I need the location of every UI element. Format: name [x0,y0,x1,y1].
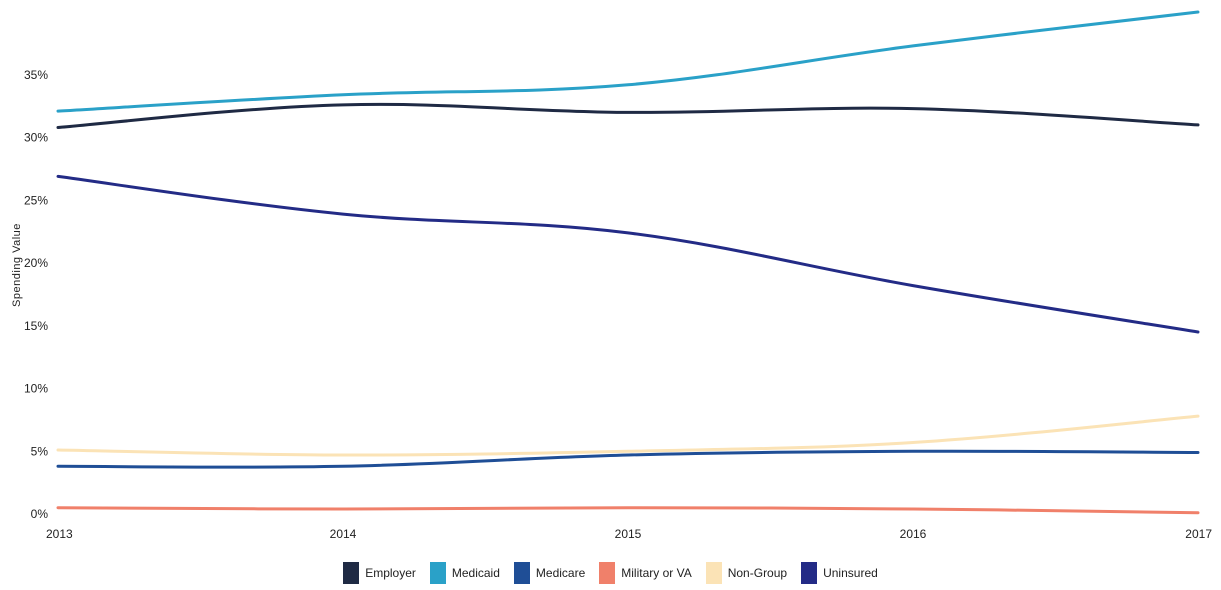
y-tick-label: 35% [24,68,48,82]
legend-label: Military or VA [621,566,692,580]
series-line-employer [56,102,1200,129]
legend-item: Medicaid [429,562,500,584]
y-tick-label: 5% [31,444,49,458]
series-line-non-group [56,414,1200,457]
legend-label: Medicaid [451,566,500,580]
x-tick-label: 2013 [46,527,73,541]
y-tick-label: 30% [24,131,48,145]
y-tick-label: 10% [24,382,48,396]
legend-label: Medicare [535,566,586,580]
y-tick-label: 20% [24,256,48,270]
legend-item: Uninsured [801,562,878,584]
legend-swatch [801,562,818,584]
legend-label: Non-Group [727,566,788,580]
legend-item: Military or VA [599,562,692,584]
y-tick-label: 0% [31,507,49,521]
x-tick-label: 2015 [615,527,642,541]
legend-swatch [705,562,722,584]
legend-label: Employer [365,566,416,580]
y-axis-title: Spending Value [11,223,23,307]
line-chart: 0%5%10%15%20%25%30%35% 2013 2014 2015 2016 2… [11,10,1212,541]
x-tick-label: 2014 [330,527,357,541]
x-tick-label: 2016 [900,527,927,541]
legend-label: Uninsured [823,566,878,580]
legend-swatch [429,562,446,584]
x-axis: 2013 2014 2015 2016 2017 [46,527,1212,541]
legend-item: Medicare [513,562,586,584]
legend-swatch [599,562,616,584]
series-lines [56,10,1200,515]
x-tick-label: 2017 [1185,527,1212,541]
series-line-medicare [56,449,1200,469]
legend-swatch [343,562,360,584]
legend-swatch [513,562,530,584]
legend-item: Employer [343,562,416,584]
series-line-uninsured [56,174,1200,334]
y-tick-label: 15% [24,319,48,333]
series-line-medicaid [56,10,1200,113]
series-line-military-or-va [56,506,1200,515]
legend: Employer Medicaid Medicare Military or VA No… [0,562,1221,584]
y-tick-label: 25% [24,193,48,207]
legend-item: Non-Group [705,562,788,584]
y-axis: 0% 5% 10% 15% 20% 25% 30% 35% [24,68,48,521]
